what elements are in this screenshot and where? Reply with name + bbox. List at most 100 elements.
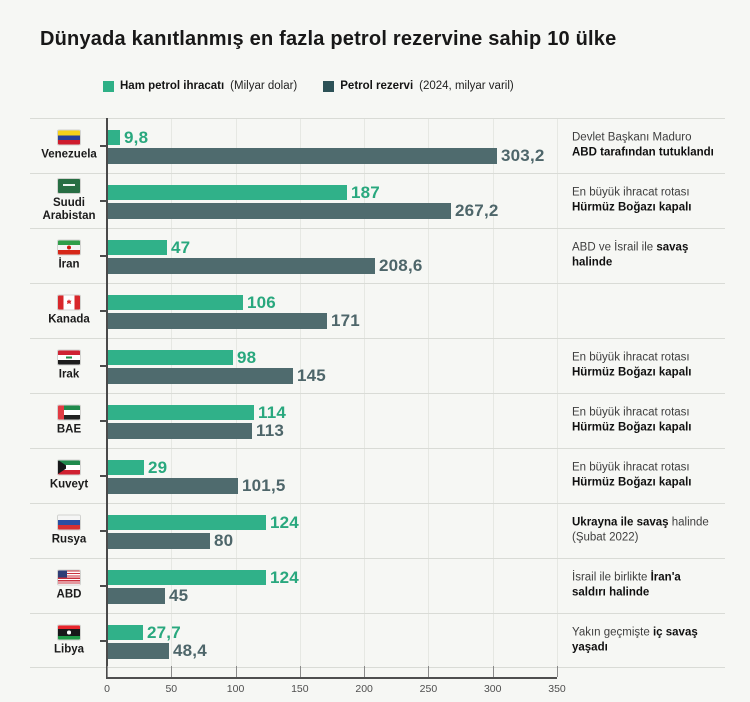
- export-value: 98: [237, 347, 257, 367]
- export-bar-line: 124: [107, 513, 299, 532]
- country-name: ABD: [56, 588, 82, 600]
- x-axis-tick: [171, 666, 173, 677]
- export-bar: [107, 515, 266, 530]
- country-note: En büyük ihracat rotası Hürmüz Boğazı kap…: [572, 185, 740, 216]
- country-note: Ukrayna ile savaş halinde (Şubat 2022): [572, 515, 740, 546]
- note-text-bold: İran'a: [650, 571, 681, 583]
- x-axis-tick: [235, 666, 237, 677]
- note-line: İsrail ile birlikte İran'a: [572, 570, 740, 586]
- reserve-value: 145: [297, 366, 326, 385]
- legend-label-rest: (2024, milyar varil): [419, 80, 514, 92]
- export-bar: [107, 350, 233, 365]
- note-text-bold: Hürmüz Boğazı kapalı: [572, 201, 692, 214]
- note-text: halinde: [668, 516, 709, 528]
- abd-flag-icon: [58, 570, 80, 584]
- note-line: En büyük ihracat rotası: [572, 405, 740, 421]
- export-bar: [107, 240, 167, 255]
- reserve-bar-line: 113: [107, 421, 285, 440]
- country-note: En büyük ihracat rotası Hürmüz Boğazı kap…: [572, 350, 740, 381]
- export-value: 106: [247, 292, 276, 312]
- reserve-bar: [107, 258, 375, 274]
- export-value: 114: [258, 402, 287, 422]
- country-note: En büyük ihracat rotası Hürmüz Boğazı kap…: [572, 405, 740, 436]
- export-bar-line: 187: [107, 182, 380, 202]
- row-axis-tick: [100, 310, 107, 312]
- note-text-bold: halinde: [572, 256, 613, 269]
- x-axis-tick-label: 350: [548, 683, 566, 695]
- country-row-venezuela: Venezuela 9,8 303,2 Devlet Başkanı Maduro AB…: [0, 118, 750, 173]
- note-text-bold: Hürmüz Boğazı kapalı: [572, 366, 692, 379]
- export-value: 47: [171, 237, 191, 257]
- legend-label-rest: (Milyar dolar): [230, 80, 298, 92]
- bae-flag-icon: [58, 405, 80, 419]
- row-axis-tick: [100, 585, 107, 587]
- country-row-kuwait: Kuveyt 29 101,5 En büyük ihracat rotası Hürm…: [0, 448, 750, 503]
- note-text-bold: Ukrayna ile savaş: [572, 516, 669, 528]
- x-axis-tick: [492, 666, 494, 677]
- reserve-value: 113: [256, 421, 285, 440]
- note-line: Yakın geçmişte iç savaş: [572, 625, 740, 641]
- note-text-bold: savaş: [656, 241, 689, 253]
- country-label: Libya: [26, 625, 112, 656]
- note-line: (Şubat 2022): [572, 531, 740, 547]
- export-bar-line: 27,7: [107, 623, 181, 642]
- reserve-bar: [107, 588, 165, 604]
- reserve-bar: [107, 478, 238, 494]
- reserve-bar: [107, 313, 327, 329]
- x-axis-tick-label: 250: [419, 683, 438, 695]
- note-text: En büyük ihracat rotası: [572, 461, 690, 473]
- reserve-bar-line: 101,5: [107, 476, 286, 495]
- country-label: Venezuela: [26, 130, 112, 161]
- reserve-bar-line: 208,6: [107, 256, 423, 275]
- export-bar: [107, 460, 144, 475]
- export-bar: [107, 625, 143, 640]
- x-axis-tick-label: 200: [355, 683, 373, 695]
- export-value: 187: [351, 182, 380, 202]
- reserve-bar-line: 303,2: [107, 146, 545, 165]
- export-bar-line: 98: [107, 347, 257, 367]
- note-text: En büyük ihracat rotası: [572, 406, 690, 418]
- legend-item-exports: Ham petrol ihracatı (Milyar dolar): [103, 80, 297, 92]
- legend: Ham petrol ihracatı (Milyar dolar) Petrol…: [103, 80, 514, 92]
- reserve-bar: [107, 368, 293, 384]
- x-axis-tick: [428, 666, 430, 677]
- row-axis-tick: [100, 530, 107, 532]
- venezuela-flag-icon: [58, 130, 80, 144]
- x-axis-tick-label: 300: [483, 683, 502, 695]
- note-text: En büyük ihracat rotası: [572, 186, 690, 198]
- export-bar: [107, 130, 120, 145]
- country-row-iran: İran 47 208,6 ABD ve İsrail ile savaş halind…: [0, 228, 750, 283]
- note-text-bold: Hürmüz Boğazı kapalı: [572, 421, 692, 434]
- reserve-value: 45: [169, 586, 189, 605]
- chart-rows: Venezuela 9,8 303,2 Devlet Başkanı Maduro AB…: [0, 118, 750, 668]
- country-label: Irak: [26, 350, 112, 381]
- x-axis-tick: [299, 666, 301, 677]
- export-bar: [107, 295, 243, 310]
- legend-label-bold: Ham petrol ihracatı: [120, 80, 225, 92]
- country-note: Yakın geçmişte iç savaş yaşadı: [572, 625, 740, 656]
- reserve-bar: [107, 203, 451, 219]
- country-note: İsrail ile birlikte İran'a saldırı halind…: [572, 570, 740, 601]
- note-line: Hürmüz Boğazı kapalı: [572, 201, 740, 217]
- country-name: Libya: [53, 643, 85, 655]
- country-name: Rusya: [51, 533, 87, 545]
- country-label: Suudi Arabistan: [26, 178, 112, 223]
- reserve-bar: [107, 643, 169, 659]
- note-line: Hürmüz Boğazı kapalı: [572, 366, 740, 382]
- country-name: Kuveyt: [49, 478, 89, 490]
- export-bar-line: 114: [107, 402, 287, 422]
- reserve-value: 80: [214, 531, 234, 550]
- reserve-bar: [107, 148, 497, 164]
- export-value: 29: [148, 457, 168, 477]
- saudi-flag-icon: [58, 178, 80, 193]
- note-line: En büyük ihracat rotası: [572, 185, 740, 201]
- note-line: saldırı halinde: [572, 586, 740, 602]
- note-line: ABD ve İsrail ile savaş: [572, 240, 740, 256]
- country-label: Rusya: [26, 515, 112, 546]
- reserve-value: 48,4: [173, 641, 207, 660]
- note-line: ABD tarafından tutuklandı: [572, 146, 740, 162]
- row-axis-tick: [100, 365, 107, 367]
- russia-flag-icon: [58, 515, 80, 529]
- export-bar-line: 47: [107, 237, 191, 257]
- iran-flag-icon: [58, 240, 80, 254]
